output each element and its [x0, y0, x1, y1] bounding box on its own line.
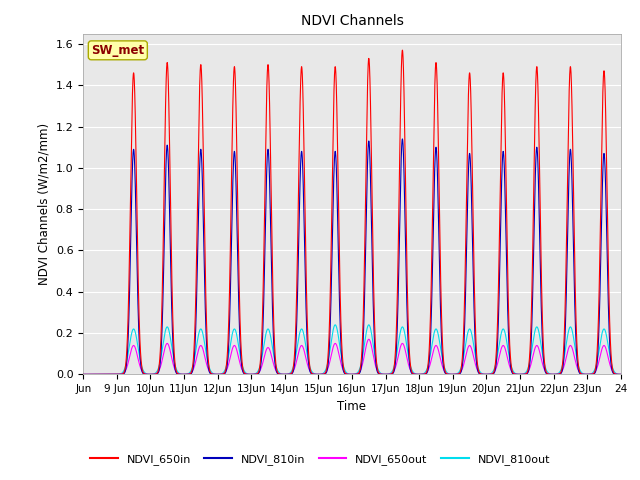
Title: NDVI Channels: NDVI Channels: [301, 14, 403, 28]
Legend: NDVI_650in, NDVI_810in, NDVI_650out, NDVI_810out: NDVI_650in, NDVI_810in, NDVI_650out, NDV…: [85, 450, 555, 469]
X-axis label: Time: Time: [337, 400, 367, 413]
Text: SW_met: SW_met: [92, 44, 145, 57]
Y-axis label: NDVI Channels (W/m2/mm): NDVI Channels (W/m2/mm): [37, 123, 50, 285]
